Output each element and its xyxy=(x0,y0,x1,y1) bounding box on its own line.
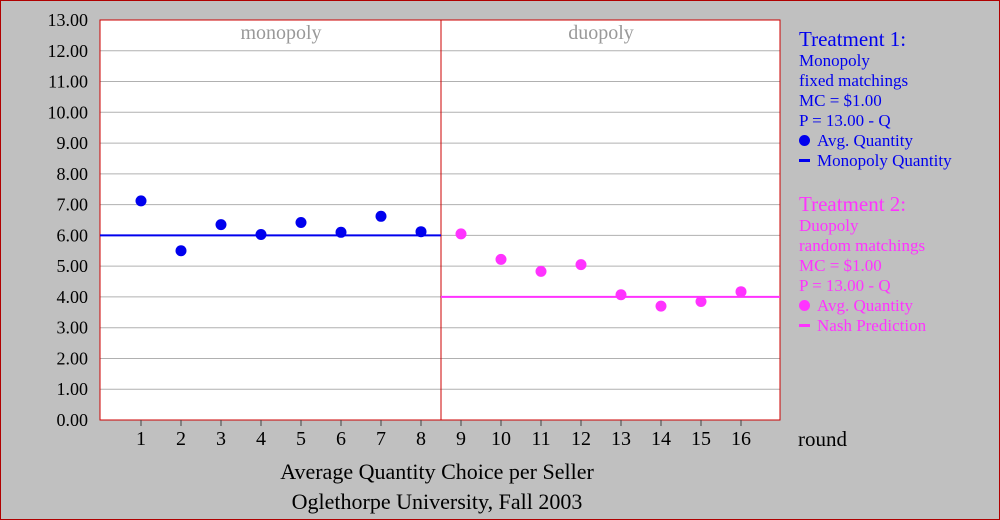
legend-2-line: Duopoly xyxy=(799,216,859,235)
legend-2-ref-entry: Nash Prediction xyxy=(799,316,999,336)
y-tick-label: 10.00 xyxy=(48,102,89,122)
data-point xyxy=(495,253,507,265)
y-tick-label: 8.00 xyxy=(57,164,89,184)
x-tick-label: 4 xyxy=(256,428,266,450)
data-point xyxy=(615,289,627,301)
y-tick-label: 4.00 xyxy=(57,287,89,307)
y-tick-label: 3.00 xyxy=(57,318,89,338)
legend-line-icon xyxy=(799,159,810,162)
data-point xyxy=(455,228,467,240)
x-tick-label: 14 xyxy=(651,428,671,450)
data-point xyxy=(695,296,707,308)
legend-line-icon xyxy=(799,324,810,327)
legend-1-avg-entry: Avg. Quantity xyxy=(799,131,999,151)
y-tick-label: 11.00 xyxy=(48,72,88,92)
y-tick-label: 2.00 xyxy=(57,348,89,368)
y-tick-label: 12.00 xyxy=(48,41,89,61)
y-tick-label: 0.00 xyxy=(57,410,89,430)
x-tick-label: 10 xyxy=(491,428,511,450)
legend-2-line: MC = $1.00 xyxy=(799,256,882,275)
x-tick-label: 6 xyxy=(336,428,346,450)
data-point xyxy=(135,195,147,207)
x-tick-label: 15 xyxy=(691,428,711,450)
y-tick-label: 7.00 xyxy=(57,195,89,215)
legend-1-line: MC = $1.00 xyxy=(799,91,882,110)
data-point xyxy=(535,265,547,277)
y-tick-label: 1.00 xyxy=(57,379,89,399)
chart-title: Average Quantity Choice per Seller xyxy=(280,459,594,484)
x-tick-label: 12 xyxy=(571,428,591,450)
data-point xyxy=(655,300,667,312)
plot-area xyxy=(100,20,780,420)
x-tick-label: 11 xyxy=(531,428,550,450)
x-tick-label: 9 xyxy=(456,428,466,450)
y-tick-label: 5.00 xyxy=(57,256,89,276)
legend-2-heading: Treatment 2: xyxy=(799,192,907,216)
panel-label: monopoly xyxy=(240,22,321,44)
x-tick-label: 16 xyxy=(731,428,751,450)
legend-1-ref-entry: Monopoly Quantity xyxy=(799,151,999,171)
x-tick-label: 3 xyxy=(216,428,226,450)
legend-treatment-1: Treatment 1: Monopoly fixed matchings MC… xyxy=(799,27,999,171)
legend-treatment-2: Treatment 2: Duopoly random matchings MC… xyxy=(799,192,999,336)
plot-border xyxy=(99,19,781,421)
x-tick-label: 2 xyxy=(176,428,186,450)
legend-2-ref-label: Nash Prediction xyxy=(817,316,927,335)
legend-1-heading: Treatment 1: xyxy=(799,27,907,51)
x-tick-label: 1 xyxy=(136,428,146,450)
data-point xyxy=(415,226,427,238)
x-tick-label: 5 xyxy=(296,428,306,450)
data-point xyxy=(575,259,587,271)
y-tick-label: 6.00 xyxy=(57,225,89,245)
legend-dot-icon xyxy=(799,300,810,311)
chart-subtitle: Oglethorpe University, Fall 2003 xyxy=(292,489,583,514)
legend-1-avg-label: Avg. Quantity xyxy=(817,131,914,150)
x-tick-label: 8 xyxy=(416,428,426,450)
y-tick-label: 9.00 xyxy=(57,133,89,153)
panel-label: duopoly xyxy=(568,22,634,44)
legend-1-line: Monopoly xyxy=(799,51,870,70)
x-axis-label: round xyxy=(798,427,847,451)
legend-1-line: fixed matchings xyxy=(799,71,909,90)
data-point xyxy=(735,286,747,298)
legend-1-ref-label: Monopoly Quantity xyxy=(817,151,952,170)
data-point xyxy=(215,219,227,231)
data-point xyxy=(335,226,347,238)
legend-2-line: P = 13.00 - Q xyxy=(799,276,891,295)
legend-2-avg-label: Avg. Quantity xyxy=(817,296,914,315)
x-tick-label: 13 xyxy=(611,428,631,450)
x-tick-label: 7 xyxy=(376,428,386,450)
legend-2-line: random matchings xyxy=(799,236,926,255)
legend-1-line: P = 13.00 - Q xyxy=(799,111,891,130)
data-point xyxy=(295,216,307,228)
data-point xyxy=(175,245,187,257)
legend-2-avg-entry: Avg. Quantity xyxy=(799,296,999,316)
data-point xyxy=(375,210,387,222)
data-point xyxy=(255,228,267,240)
legend-dot-icon xyxy=(799,135,810,146)
y-tick-label: 13.00 xyxy=(48,10,89,30)
